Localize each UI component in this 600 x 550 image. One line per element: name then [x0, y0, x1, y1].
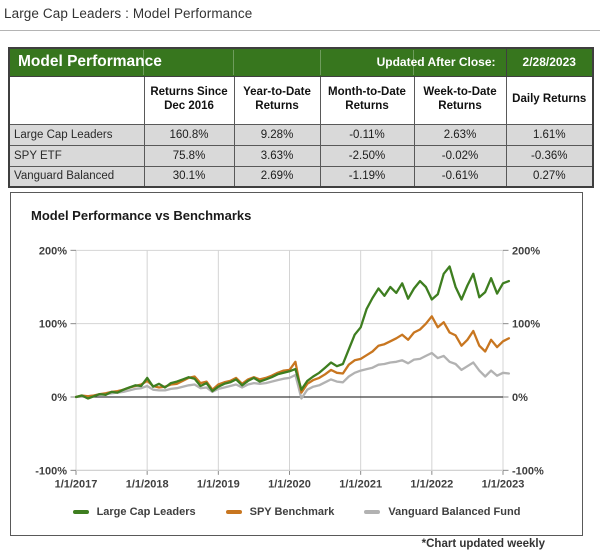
page-title: Large Cap Leaders : Model Performance — [4, 6, 253, 21]
svg-text:100%: 100% — [39, 319, 67, 331]
cell-value: 1.61% — [505, 123, 594, 146]
updated-date: 2/28/2023 — [505, 47, 594, 77]
legend-item: SPY Benchmark — [225, 506, 335, 518]
cell-value: 75.8% — [143, 144, 235, 167]
column-header: Returns Since Dec 2016 — [143, 75, 235, 125]
legend-swatch-icon — [72, 510, 89, 514]
legend-label: Large Cap Leaders — [96, 506, 196, 518]
table-row: Vanguard Balanced 30.1% 2.69% -1.19% -0.… — [8, 165, 594, 188]
cell-value: 9.28% — [233, 123, 321, 146]
cell-value: 2.63% — [413, 123, 507, 146]
legend-swatch-icon — [225, 510, 242, 514]
header-separator — [233, 50, 234, 75]
legend-item: Large Cap Leaders — [72, 506, 196, 518]
cell-value: -0.61% — [413, 165, 507, 188]
title-divider — [0, 30, 600, 31]
cell-value: -2.50% — [319, 144, 415, 167]
cell-value: -0.11% — [319, 123, 415, 146]
legend-swatch-icon — [364, 510, 381, 514]
table-header-row: Returns Since Dec 2016 Year-to-Date Retu… — [8, 75, 594, 125]
row-label: Large Cap Leaders — [8, 123, 145, 146]
column-header: Month-to-Date Returns — [319, 75, 415, 125]
performance-table: Model Performance Updated After Close: 2… — [8, 47, 594, 188]
chart-container: 1/1/2017 1/1/2018 1/1/2019 1/1/2020 1/1/2021… — [10, 192, 583, 536]
svg-text:0%: 0% — [512, 392, 528, 404]
legend-item: Vanguard Balanced Fund — [364, 506, 520, 518]
chart-svg: 1/1/2017 1/1/2018 1/1/2019 1/1/2020 1/1/2021… — [35, 245, 544, 490]
svg-text:-100%: -100% — [512, 465, 544, 477]
svg-text:1/1/2017: 1/1/2017 — [55, 478, 98, 490]
svg-text:100%: 100% — [512, 319, 540, 331]
row-label: Vanguard Balanced — [8, 165, 145, 188]
header-separator — [143, 50, 144, 75]
cell-value: 0.27% — [505, 165, 594, 188]
header-separator — [413, 50, 414, 75]
chart-legend: Large Cap Leaders SPY Benchmark Vanguard B… — [11, 503, 582, 521]
legend-label: Vanguard Balanced Fund — [388, 506, 521, 518]
row-label: SPY ETF — [8, 144, 145, 167]
cell-value: -1.19% — [319, 165, 415, 188]
cell-value: 30.1% — [143, 165, 235, 188]
svg-text:1/1/2019: 1/1/2019 — [197, 478, 240, 490]
column-header: Daily Returns — [505, 75, 594, 125]
svg-text:1/1/2018: 1/1/2018 — [126, 478, 169, 490]
column-header: Week-to-Date Returns — [413, 75, 507, 125]
table-row: SPY ETF 75.8% 3.63% -2.50% -0.02% -0.36% — [8, 144, 594, 167]
table-row: Large Cap Leaders 160.8% 9.28% -0.11% 2.… — [8, 123, 594, 146]
header-separator — [320, 50, 321, 75]
cell-value: 3.63% — [233, 144, 321, 167]
svg-text:1/1/2020: 1/1/2020 — [268, 478, 311, 490]
cell-value: -0.36% — [505, 144, 594, 167]
svg-text:1/1/2022: 1/1/2022 — [410, 478, 453, 490]
column-header — [8, 75, 145, 125]
svg-text:200%: 200% — [39, 245, 67, 257]
legend-label: SPY Benchmark — [249, 506, 335, 518]
svg-text:200%: 200% — [512, 245, 540, 257]
svg-text:-100%: -100% — [35, 465, 67, 477]
cell-value: -0.02% — [413, 144, 507, 167]
chart-footnote: *Chart updated weekly — [421, 538, 545, 550]
svg-text:1/1/2021: 1/1/2021 — [339, 478, 382, 490]
chart-title: Model Performance vs Benchmarks — [31, 208, 252, 223]
table-title: Model Performance — [18, 53, 162, 71]
updated-after-close-label: Updated After Close: — [376, 55, 496, 70]
table-title-bar: Model Performance Updated After Close: 2… — [8, 47, 594, 77]
column-header: Year-to-Date Returns — [233, 75, 321, 125]
cell-value: 2.69% — [233, 165, 321, 188]
svg-text:1/1/2023: 1/1/2023 — [482, 478, 525, 490]
svg-text:0%: 0% — [51, 392, 67, 404]
cell-value: 160.8% — [143, 123, 235, 146]
